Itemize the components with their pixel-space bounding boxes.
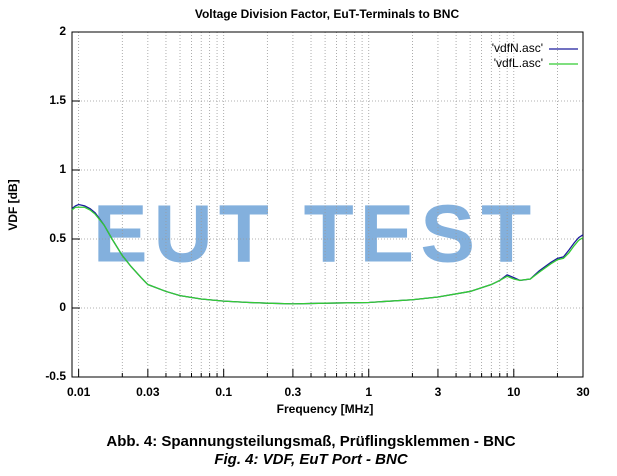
y-tick-label: 2 xyxy=(59,24,66,38)
y-tick-label: 1.5 xyxy=(49,93,66,107)
y-tick-label: 0.5 xyxy=(49,231,66,245)
x-tick-label: 10 xyxy=(507,385,521,399)
chart-title: Voltage Division Factor, EuT-Terminals t… xyxy=(195,7,460,21)
series-line xyxy=(71,206,584,305)
y-axis-label: VDF [dB] xyxy=(6,179,20,230)
x-tick-label: 1 xyxy=(365,385,372,399)
x-tick-label: 0.01 xyxy=(67,385,91,399)
x-tick-label: 30 xyxy=(576,385,590,399)
legend-label: 'vdfL.asc' xyxy=(494,56,543,70)
x-tick-label: 0.1 xyxy=(215,385,232,399)
y-tick-label: 0 xyxy=(59,300,66,314)
plot-frame xyxy=(71,31,584,378)
legend-label: 'vdfN.asc' xyxy=(492,41,543,55)
x-tick-label: 3 xyxy=(435,385,442,399)
x-tick-label: 0.03 xyxy=(136,385,160,399)
caption: Abb. 4: Spannungsteilungsmaß, Prüflingsk… xyxy=(106,433,515,450)
y-tick-label: -0.5 xyxy=(45,369,66,383)
y-tick-label: 1 xyxy=(59,162,66,176)
x-tick-label: 0.3 xyxy=(285,385,302,399)
caption: Fig. 4: VDF, EuT Port - BNC xyxy=(214,451,408,468)
x-axis-label: Frequency [MHz] xyxy=(277,402,374,416)
